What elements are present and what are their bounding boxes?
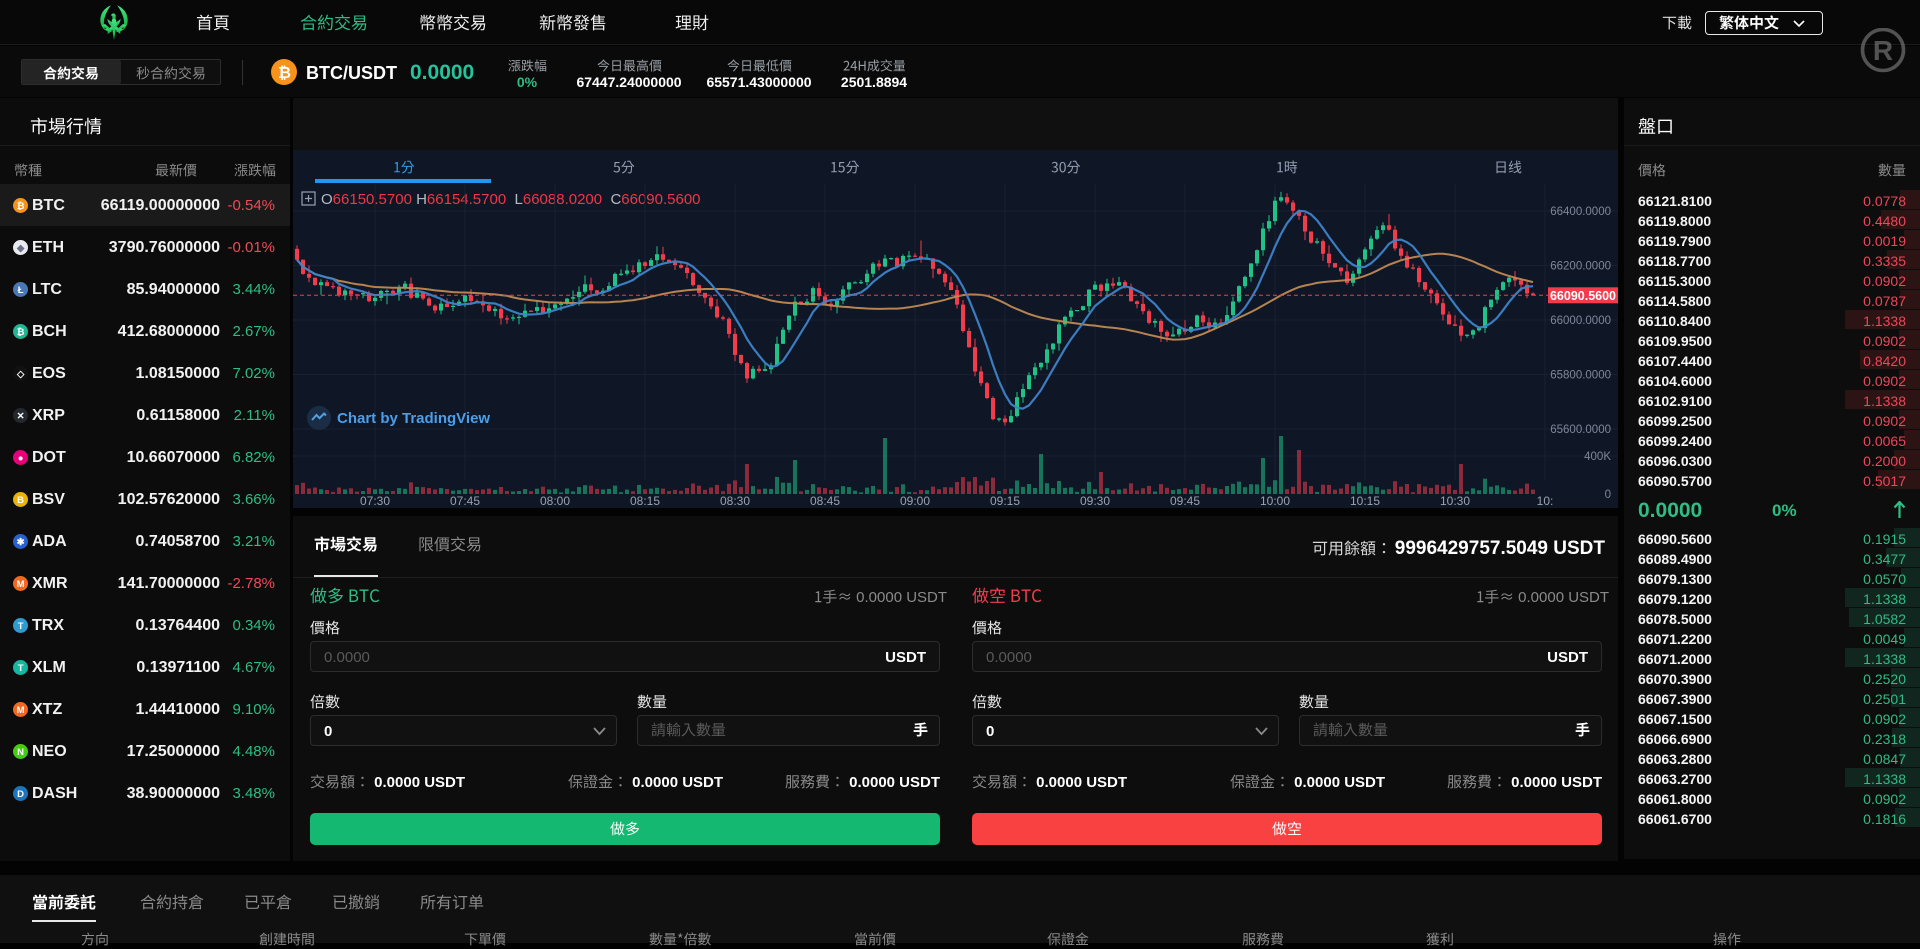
svg-text:66090.5600: 66090.5600 xyxy=(1550,289,1616,303)
svg-text:₿: ₿ xyxy=(17,201,25,212)
svg-text:M: M xyxy=(17,705,25,716)
svg-text:10:00: 10:00 xyxy=(1260,494,1290,508)
svg-text:08:30: 08:30 xyxy=(720,494,750,508)
svg-text:Chart by TradingView: Chart by TradingView xyxy=(337,410,490,427)
svg-text:08:00: 08:00 xyxy=(540,494,570,508)
svg-text:✕: ✕ xyxy=(17,411,25,422)
svg-text:M: M xyxy=(17,579,25,590)
svg-text:07:30: 07:30 xyxy=(360,494,390,508)
svg-text:65600.0000: 65600.0000 xyxy=(1550,424,1611,436)
svg-text:0: 0 xyxy=(1605,489,1611,501)
svg-text:N: N xyxy=(17,747,24,758)
svg-text:09:00: 09:00 xyxy=(900,494,930,508)
svg-text:◇: ◇ xyxy=(16,369,25,380)
svg-text:09:30: 09:30 xyxy=(1080,494,1110,508)
svg-text:T: T xyxy=(18,663,24,674)
svg-text:10:15: 10:15 xyxy=(1350,494,1380,508)
svg-text:◆: ◆ xyxy=(16,243,25,254)
svg-text:07:45: 07:45 xyxy=(450,494,480,508)
svg-text:R: R xyxy=(1873,35,1893,66)
svg-text:10:30: 10:30 xyxy=(1440,494,1470,508)
svg-text:09:45: 09:45 xyxy=(1170,494,1200,508)
svg-text:B: B xyxy=(17,495,24,506)
svg-text:✱: ✱ xyxy=(17,537,26,548)
svg-text:08:15: 08:15 xyxy=(630,494,660,508)
svg-text:08:45: 08:45 xyxy=(810,494,840,508)
svg-text:66200.0000: 66200.0000 xyxy=(1550,261,1611,273)
svg-text:66400.0000: 66400.0000 xyxy=(1550,206,1611,218)
svg-text:09:15: 09:15 xyxy=(990,494,1020,508)
svg-text:10:: 10: xyxy=(1537,494,1554,508)
svg-text:Ł: Ł xyxy=(18,285,24,296)
svg-text:65800.0000: 65800.0000 xyxy=(1550,370,1611,382)
svg-text:D: D xyxy=(17,789,24,800)
svg-text:₿: ₿ xyxy=(17,327,25,338)
svg-text:₿: ₿ xyxy=(278,64,291,82)
svg-text:●: ● xyxy=(18,453,24,464)
svg-text:400K: 400K xyxy=(1584,451,1611,463)
svg-text:66000.0000: 66000.0000 xyxy=(1550,315,1611,327)
svg-text:T: T xyxy=(18,621,24,632)
